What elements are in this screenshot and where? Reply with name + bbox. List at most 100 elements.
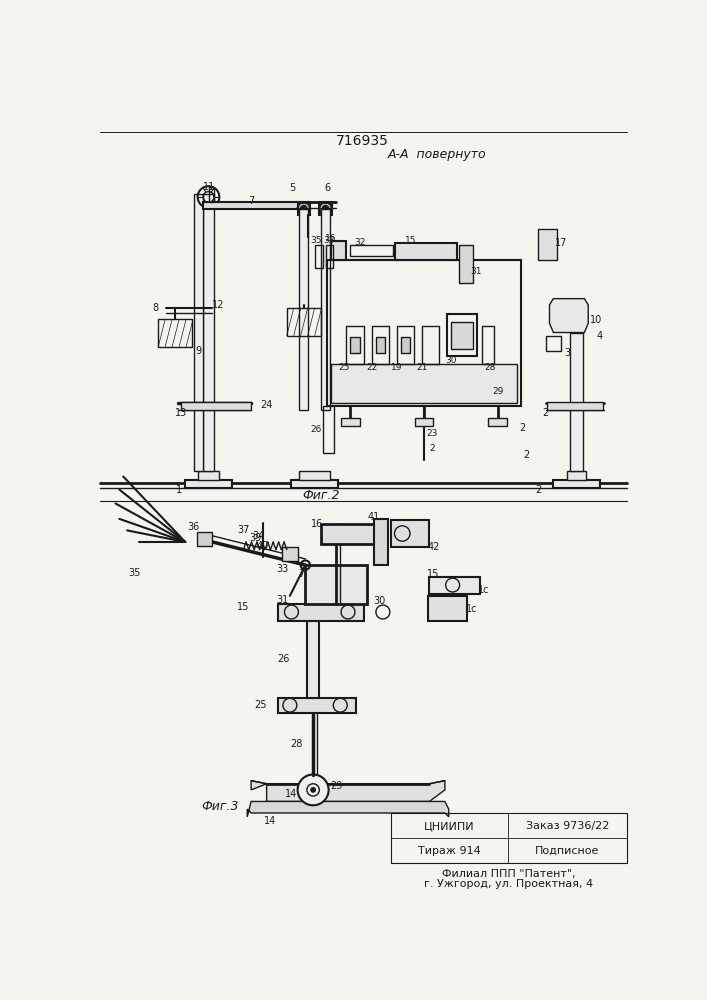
Bar (554, 480, 600, 488)
Text: 41: 41 (368, 512, 380, 522)
Bar (341, 418, 360, 426)
Text: 25: 25 (339, 363, 350, 372)
Bar (182, 402, 251, 410)
Text: 716935: 716935 (337, 134, 389, 148)
Bar (323, 406, 334, 453)
Bar (291, 480, 338, 488)
Bar (199, 471, 218, 480)
Text: Подписное: Подписное (535, 846, 600, 856)
Bar (320, 202, 332, 215)
Text: 13: 13 (175, 408, 187, 418)
Bar (298, 202, 310, 215)
Text: 34: 34 (252, 531, 265, 541)
Text: 16: 16 (311, 519, 323, 529)
Bar (203, 202, 308, 209)
Text: Фиг.3: Фиг.3 (201, 800, 239, 813)
Bar (451, 322, 473, 349)
Text: А-А  повернуто: А-А повернуто (388, 148, 486, 161)
Text: ЦНИИПИ: ЦНИИПИ (424, 821, 475, 831)
Bar (421, 326, 438, 364)
Text: Заказ 9736/22: Заказ 9736/22 (525, 821, 609, 831)
Bar (209, 187, 214, 202)
Text: 2: 2 (519, 423, 525, 433)
Bar (546, 336, 561, 351)
Bar (315, 245, 323, 268)
Text: 28: 28 (484, 363, 496, 372)
Polygon shape (247, 801, 449, 817)
Text: 7: 7 (248, 196, 255, 206)
Text: 37: 37 (237, 525, 250, 535)
Bar (376, 337, 385, 353)
Text: 32: 32 (354, 238, 366, 247)
Bar (351, 337, 360, 353)
Bar (567, 471, 586, 480)
Bar (538, 229, 557, 260)
Text: 7: 7 (298, 569, 305, 579)
Text: 28: 28 (290, 739, 303, 749)
Bar (372, 326, 389, 364)
Bar (305, 565, 368, 604)
Text: 2: 2 (542, 408, 549, 418)
Bar (299, 471, 330, 480)
Text: Тираж 914: Тираж 914 (418, 846, 481, 856)
Bar (459, 245, 473, 283)
Bar (307, 620, 320, 698)
Text: 26: 26 (278, 654, 290, 664)
Bar (331, 241, 346, 260)
Text: 16: 16 (325, 234, 337, 243)
Circle shape (322, 205, 329, 212)
Circle shape (311, 788, 315, 792)
Bar (571, 333, 583, 471)
Text: 1c: 1c (478, 585, 489, 595)
Bar (346, 326, 363, 364)
Text: Фиг.2: Фиг.2 (302, 489, 339, 502)
Text: 35: 35 (310, 236, 322, 245)
Text: 33: 33 (323, 236, 334, 245)
Bar (327, 260, 521, 406)
Bar (279, 604, 363, 620)
Text: 10: 10 (590, 315, 602, 325)
Circle shape (298, 774, 329, 805)
Text: 21: 21 (416, 363, 427, 372)
Bar (321, 209, 330, 410)
Text: 19: 19 (391, 363, 402, 372)
Text: 23: 23 (426, 429, 438, 438)
Text: 14: 14 (264, 816, 276, 826)
Circle shape (300, 205, 307, 212)
Text: 26: 26 (310, 425, 322, 434)
Text: 40: 40 (257, 541, 269, 551)
Text: 15: 15 (405, 236, 416, 245)
Text: 25: 25 (254, 700, 267, 710)
Text: 14: 14 (286, 789, 298, 799)
Text: 31: 31 (470, 267, 481, 276)
Text: 11: 11 (203, 182, 216, 192)
Text: 33: 33 (276, 564, 288, 574)
Text: Филиал ППП "Патент",: Филиал ППП "Патент", (442, 869, 575, 879)
Text: 30: 30 (373, 596, 385, 606)
Text: 8: 8 (152, 303, 158, 313)
Text: 36: 36 (187, 522, 199, 532)
Text: 30: 30 (445, 356, 457, 365)
Bar (279, 698, 356, 713)
Bar (325, 245, 333, 268)
Text: 5: 5 (289, 183, 296, 193)
Bar (429, 577, 480, 594)
Text: 3: 3 (564, 348, 571, 358)
Text: 1c: 1c (466, 604, 478, 614)
Text: 9: 9 (195, 346, 201, 356)
Bar (282, 547, 298, 561)
Text: 2: 2 (429, 444, 435, 453)
Text: г. Ужгород, ул. Проектная, 4: г. Ужгород, ул. Проектная, 4 (424, 879, 593, 889)
Bar (194, 194, 203, 471)
Bar (203, 194, 214, 471)
Bar (401, 337, 410, 353)
Bar (331, 364, 517, 403)
Bar (428, 596, 467, 620)
Bar (489, 418, 507, 426)
Bar (547, 402, 603, 410)
Text: 31: 31 (276, 595, 288, 605)
Text: 1: 1 (176, 485, 182, 495)
Text: 29: 29 (330, 781, 343, 791)
Text: 4: 4 (597, 331, 603, 341)
Text: 6: 6 (324, 183, 330, 193)
